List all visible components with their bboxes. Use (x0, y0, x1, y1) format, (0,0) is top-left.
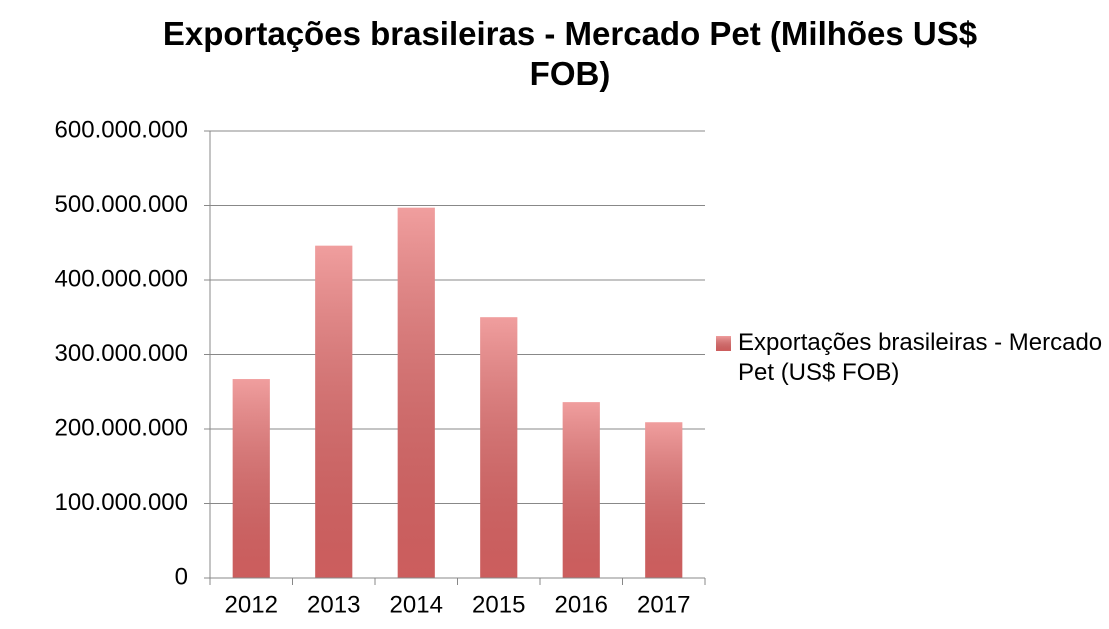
legend-swatch-shade (716, 336, 731, 351)
bar-shade (315, 245, 353, 579)
y-tick-label: 400.000.000 (55, 265, 188, 292)
x-tick-label: 2016 (555, 591, 608, 618)
y-tick-label: 500.000.000 (55, 191, 188, 218)
x-tick-label: 2015 (472, 591, 525, 618)
y-tick-label: 0 (175, 563, 188, 590)
y-tick-label: 300.000.000 (55, 340, 188, 367)
x-tick-label: 2014 (390, 591, 443, 618)
y-tick-label: 200.000.000 (55, 414, 188, 441)
y-tick-label: 100.000.000 (55, 489, 188, 516)
bar-shade (645, 422, 683, 578)
x-tick-label: 2012 (225, 591, 278, 618)
x-tick-label: 2017 (637, 591, 690, 618)
legend-label: Exportações brasileiras - Mercado Pet (U… (738, 329, 1103, 386)
y-tick-label: 600.000.000 (55, 116, 188, 143)
bar-shade (480, 317, 518, 578)
bar-shade (397, 207, 435, 579)
bar-shade (232, 379, 270, 578)
chart-title: Exportações brasileiras - Mercado Pet (M… (162, 15, 978, 92)
x-tick-label: 2013 (307, 591, 360, 618)
bar-shade (562, 402, 600, 578)
